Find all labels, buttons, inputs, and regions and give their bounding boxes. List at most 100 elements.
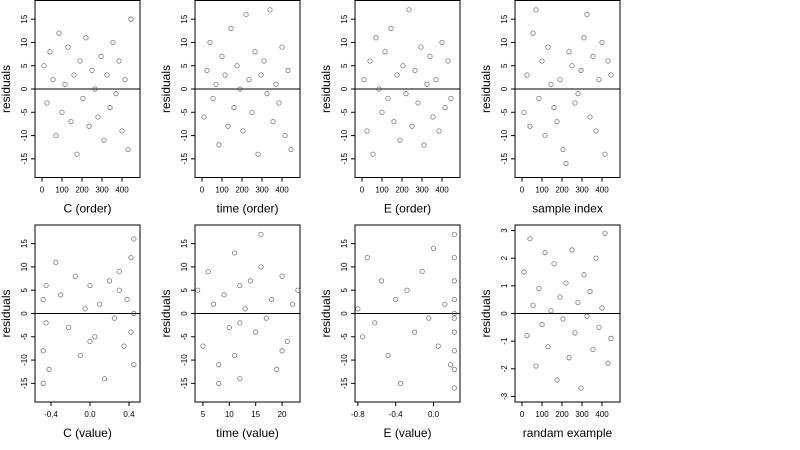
x-tick-label: 0: [360, 186, 365, 195]
point: [361, 77, 367, 83]
y-tick-label: 2: [500, 255, 509, 260]
point: [605, 360, 611, 366]
point: [267, 7, 273, 13]
point: [237, 282, 243, 289]
point: [404, 287, 410, 293]
y-tick-label: 10: [20, 37, 29, 46]
y-tick-label: 0: [340, 311, 349, 316]
point: [426, 315, 432, 321]
x-tick-label: 100: [55, 186, 69, 195]
x-tick-label: 200: [555, 186, 569, 195]
point: [430, 245, 437, 251]
y-tick-label: 15: [340, 14, 349, 23]
y-axis-label: residuals: [0, 65, 13, 113]
point: [243, 11, 249, 18]
y-tick-label: 15: [20, 239, 29, 248]
y-tick-label: 15: [20, 14, 29, 23]
y-tick-label: 5: [180, 63, 189, 68]
y-tick-label: 5: [20, 63, 29, 68]
point: [246, 77, 252, 83]
point: [451, 329, 457, 335]
point: [279, 44, 285, 50]
y-axis-label: residuals: [159, 289, 173, 337]
point: [228, 25, 234, 32]
point: [285, 67, 291, 73]
y-tick-label: -10: [180, 354, 189, 366]
point: [530, 302, 536, 308]
point: [530, 30, 536, 36]
point: [382, 49, 388, 55]
x-tick-label: 200: [75, 186, 89, 195]
point: [204, 67, 210, 73]
point: [253, 329, 259, 335]
x-tick-label: 400: [595, 186, 609, 195]
x-tick-label: 0: [520, 186, 525, 195]
point: [421, 142, 427, 148]
point: [373, 35, 379, 41]
point: [92, 86, 98, 92]
y-tick-label: -2: [500, 365, 509, 373]
point: [53, 132, 59, 139]
point: [355, 306, 361, 312]
y-tick-label: 10: [500, 37, 509, 46]
point: [222, 72, 228, 78]
point: [216, 142, 222, 148]
point: [393, 296, 399, 303]
point: [201, 114, 207, 120]
point: [249, 109, 255, 115]
point: [584, 313, 590, 319]
point: [219, 53, 225, 59]
y-tick-label: -15: [20, 153, 29, 165]
y-axis-label: residuals: [319, 65, 333, 113]
point: [128, 329, 134, 335]
point: [578, 385, 584, 391]
point: [435, 343, 441, 349]
y-tick-label: 0: [180, 86, 189, 91]
point: [231, 105, 237, 111]
point: [83, 35, 89, 41]
point: [572, 330, 578, 336]
point: [41, 63, 47, 69]
point: [77, 58, 83, 64]
x-tick-label: 0: [520, 410, 525, 419]
point: [451, 366, 457, 372]
point: [451, 310, 457, 317]
point: [216, 380, 222, 386]
x-tick-label: 100: [535, 410, 549, 419]
point: [590, 346, 596, 353]
point: [451, 348, 457, 354]
point: [521, 109, 527, 115]
point: [566, 49, 572, 55]
point: [107, 105, 113, 111]
point: [581, 35, 587, 41]
point: [370, 151, 376, 157]
x-tick-label: -0.4: [44, 410, 58, 419]
point: [237, 376, 243, 382]
point: [411, 329, 418, 335]
point: [119, 128, 125, 134]
point: [116, 268, 122, 275]
x-axis-label: C (value): [63, 426, 112, 440]
point: [388, 25, 394, 32]
y-tick-label: 0: [20, 311, 29, 316]
point: [397, 380, 404, 386]
point: [412, 67, 418, 73]
point: [205, 268, 211, 275]
point: [122, 77, 128, 83]
point: [225, 123, 231, 129]
x-tick-label: 100: [375, 186, 389, 195]
point: [560, 316, 566, 322]
y-axis-label: residuals: [479, 65, 493, 113]
point: [279, 348, 285, 354]
point: [263, 315, 269, 321]
point: [554, 377, 560, 383]
point: [376, 86, 382, 92]
x-tick-label: 5: [201, 410, 206, 419]
point: [195, 287, 201, 293]
point: [448, 95, 454, 101]
y-tick-label: -10: [180, 129, 189, 141]
point: [394, 72, 400, 78]
y-tick-label: -15: [340, 153, 349, 165]
point: [364, 128, 370, 134]
y-tick-label: -10: [20, 354, 29, 366]
